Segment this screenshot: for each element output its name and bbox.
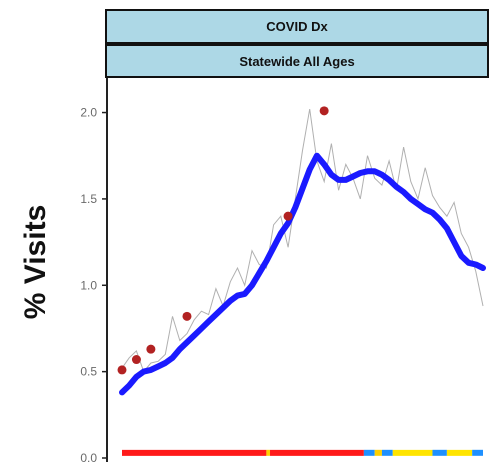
- flagged-point: [319, 106, 329, 116]
- flagged-point: [182, 311, 192, 321]
- flagged-point: [131, 355, 141, 365]
- y-tick-label: 1.5: [80, 192, 97, 206]
- y-axis-label: % Visits: [19, 205, 52, 320]
- y-tick-label: 0.0: [80, 451, 97, 465]
- series-layer: [117, 106, 486, 396]
- facet-strip-bottom: Statewide All Ages: [105, 44, 489, 78]
- smoothed-series-line: [119, 152, 486, 396]
- strip-title-statewide: Statewide All Ages: [239, 54, 354, 69]
- strip-top-background: [105, 9, 489, 44]
- facet-strip-top: COVID Dx: [105, 9, 489, 44]
- y-tick-label: 1.0: [80, 278, 97, 292]
- daily-series-line: [121, 109, 484, 373]
- y-axis-ticks: 0.0 0.5 1.0 1.5 2.0: [80, 106, 107, 465]
- flagged-point: [283, 211, 293, 221]
- strip-bottom-background: [105, 44, 489, 78]
- strip-title-covid-dx: COVID Dx: [266, 19, 328, 34]
- y-tick-label: 2.0: [80, 106, 97, 120]
- flagged-point: [146, 344, 156, 354]
- flagged-point: [117, 365, 127, 375]
- y-tick-label: 0.5: [80, 365, 97, 379]
